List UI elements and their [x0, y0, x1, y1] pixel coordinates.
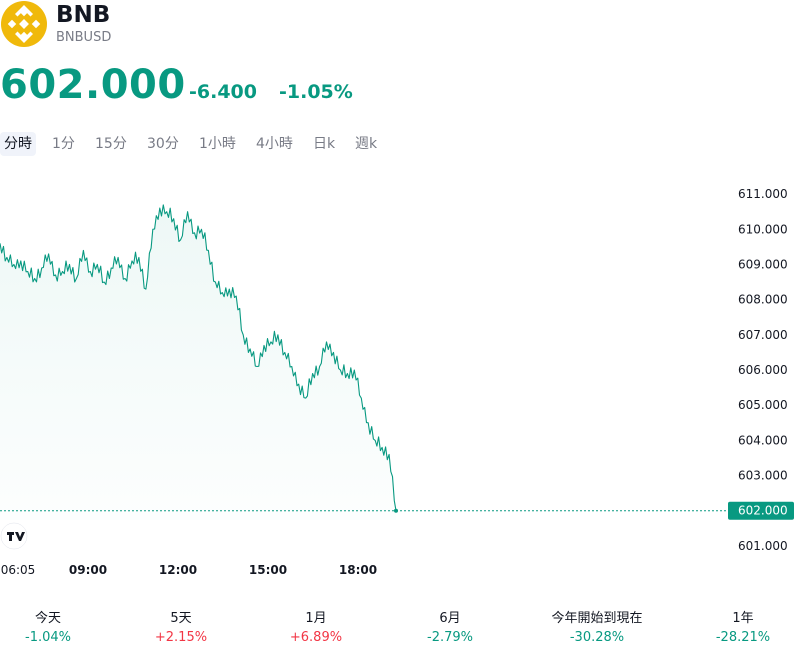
y-tick-label: 605.000 — [738, 398, 788, 412]
perf-value: +6.89% — [289, 630, 343, 645]
price-chart-svg: 611.000 610.000 609.000 608.000 607.000 606.0… — [0, 187, 794, 577]
performance-bar: 今天 -1.04% 5天 +2.15% 1月 +6.89% 6月 -2.79% … — [0, 610, 800, 650]
perf-value: -2.79% — [427, 630, 473, 645]
perf-label: 6月 — [439, 611, 461, 626]
price-chart[interactable]: 611.000 610.000 609.000 608.000 607.000 606.0… — [0, 180, 800, 590]
y-tick-label: 606.000 — [738, 363, 788, 377]
y-tick-label: 607.000 — [738, 328, 788, 342]
last-price: 602.000 — [0, 62, 186, 108]
perf-today[interactable]: 今天 -1.04% — [0, 610, 108, 648]
perf-1m[interactable]: 1月 +6.89% — [256, 610, 376, 648]
bnb-logo-icon — [1, 1, 47, 47]
perf-value: -1.04% — [25, 630, 71, 645]
perf-ytd[interactable]: 今年開始到現在 -30.28% — [537, 610, 657, 648]
perf-5d[interactable]: 5天 +2.15% — [121, 610, 241, 648]
x-tick-label: 18:00 — [339, 563, 377, 577]
y-tick-label: 604.000 — [738, 433, 788, 447]
symbol-pair: BNBUSD — [56, 30, 112, 45]
tradingview-logo-glyph — [7, 532, 25, 541]
x-tick-label: 15:00 — [249, 563, 287, 577]
symbol-name: BNB — [56, 2, 111, 28]
tab-weekly[interactable]: 週k — [355, 136, 378, 152]
perf-label: 1年 — [732, 611, 754, 626]
tab-15min[interactable]: 15分 — [95, 136, 127, 152]
y-tick-label: 609.000 — [738, 257, 788, 271]
x-tick-label: 12:00 — [159, 563, 197, 577]
perf-label: 5天 — [170, 611, 192, 626]
series-line — [0, 204, 397, 511]
price-change-percent: -1.05% — [279, 81, 353, 103]
y-tick-label: 611.000 — [738, 187, 788, 201]
tab-4hour[interactable]: 4小時 — [256, 136, 293, 152]
price-change: -6.400 — [189, 81, 257, 103]
tab-1min[interactable]: 1分 — [52, 136, 75, 152]
x-tick-label: 06:05 — [1, 563, 36, 577]
last-point-marker — [394, 508, 398, 513]
tab-intraday[interactable]: 分時 — [0, 132, 36, 156]
tradingview-logo-icon — [0, 522, 28, 550]
y-tick-label: 601.000 — [738, 539, 788, 553]
y-tick-label: 608.000 — [738, 293, 788, 307]
perf-label: 今天 — [34, 611, 61, 626]
perf-label: 今年開始到現在 — [551, 611, 643, 626]
perf-6m[interactable]: 6月 -2.79% — [390, 610, 510, 648]
x-tick-label: 09:00 — [69, 563, 107, 577]
last-price-label: 602.000 — [738, 504, 788, 518]
last-price-badge — [728, 501, 794, 520]
tab-30min[interactable]: 30分 — [147, 136, 179, 152]
perf-value: +2.15% — [154, 630, 208, 645]
tab-daily[interactable]: 日k — [313, 136, 336, 152]
series-area-fill — [0, 204, 396, 520]
tab-1hour[interactable]: 1小時 — [199, 136, 236, 152]
perf-value: -28.21% — [715, 630, 771, 645]
perf-value: -30.28% — [569, 630, 625, 645]
perf-1y[interactable]: 1年 -28.21% — [683, 610, 800, 648]
perf-label: 1月 — [305, 611, 327, 626]
y-tick-label: 603.000 — [738, 469, 788, 483]
y-tick-label: 610.000 — [738, 222, 788, 236]
